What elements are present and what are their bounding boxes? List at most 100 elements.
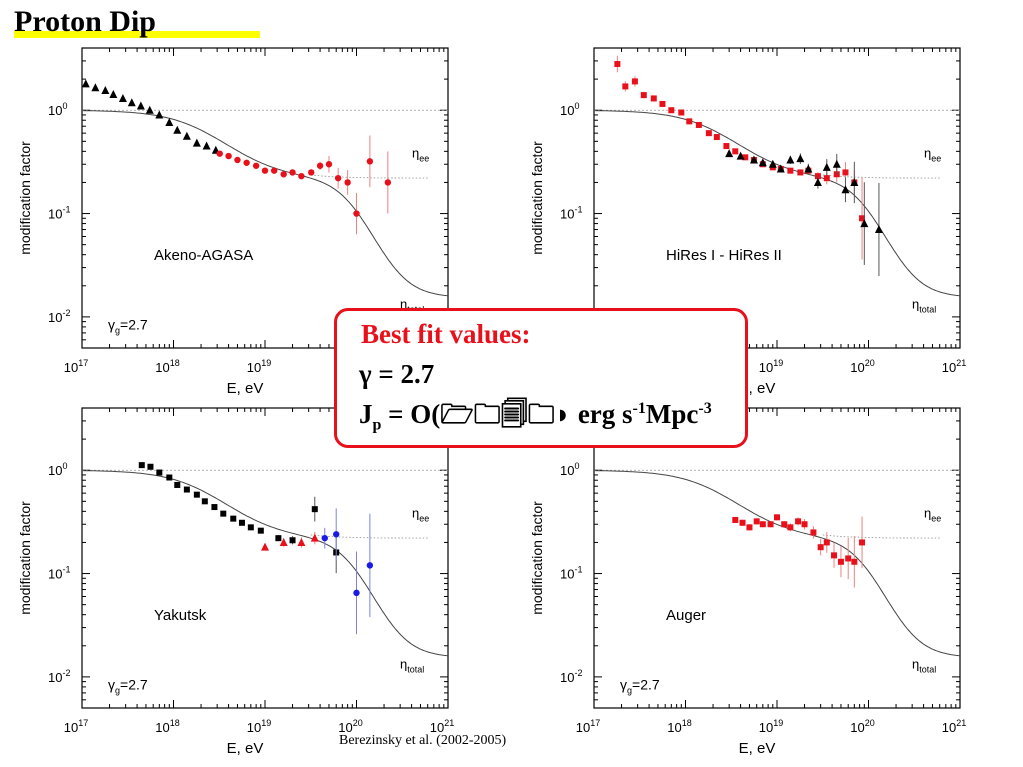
eta-total-curve (82, 470, 449, 657)
data-point (192, 138, 201, 147)
jp-units: erg s (571, 399, 633, 429)
data-point (753, 518, 760, 525)
data-point (333, 531, 340, 538)
data-point (279, 537, 288, 546)
data-point (859, 215, 866, 222)
data-point (270, 167, 278, 174)
data-point (831, 552, 838, 559)
data-point (109, 89, 118, 98)
data-point (723, 143, 730, 150)
data-point (384, 179, 392, 186)
data-point (145, 105, 154, 114)
eta-ee-label: ηee (924, 145, 941, 163)
eta-total-curve (594, 470, 961, 657)
data-point (138, 462, 145, 469)
y-tick-label: 100 (560, 101, 579, 118)
data-point (366, 562, 374, 569)
eta-total-label: ηtotal (400, 657, 424, 675)
data-point (174, 481, 181, 488)
data-point (183, 486, 190, 493)
data-point (725, 149, 734, 158)
data-point (166, 474, 173, 481)
x-tick-label: 1019 (247, 358, 271, 375)
gamma-label: γg=2.7 (108, 316, 148, 335)
data-point (814, 173, 821, 180)
eta-ee-curve (822, 534, 942, 539)
x-tick-label: 1021 (942, 358, 966, 375)
data-point (261, 167, 269, 174)
data-point (732, 516, 739, 523)
data-point (797, 169, 804, 176)
data-point (325, 161, 333, 168)
data-point (298, 172, 305, 180)
jp-subscript: p (372, 416, 382, 434)
data-point (640, 92, 647, 99)
data-point (344, 179, 351, 186)
x-tick-label: 1021 (942, 718, 966, 735)
data-point (289, 537, 296, 544)
data-point (334, 174, 342, 182)
panel-label: Auger (666, 607, 706, 624)
data-point (211, 504, 218, 511)
y-tick-label: 10-2 (48, 668, 70, 685)
x-tick-label: 1020 (338, 718, 362, 735)
x-tick-label: 1020 (850, 718, 874, 735)
y-axis-label: modification factor (17, 501, 33, 615)
data-point (795, 518, 802, 525)
data-point (289, 169, 296, 176)
eta-ee-label: ηee (412, 505, 429, 523)
fit-gamma-value: γ = 2.7 (359, 359, 435, 389)
data-point (353, 589, 360, 597)
data-point (308, 169, 315, 176)
plot-frame (81, 407, 449, 709)
data-point (713, 134, 720, 141)
x-tick-label: 1017 (64, 358, 88, 375)
data-point (859, 539, 866, 546)
y-tick-label: 10-1 (560, 565, 582, 582)
data-point (614, 61, 621, 68)
data-point (91, 83, 100, 92)
data-point (155, 110, 164, 119)
data-point (321, 534, 328, 542)
data-point (860, 219, 869, 228)
data-point (768, 159, 777, 168)
data-point (316, 162, 324, 169)
data-point (353, 210, 360, 217)
jp-sup-2: -3 (698, 400, 712, 417)
eta-total-label: ηtotal (912, 657, 936, 675)
x-tick-label: 1019 (759, 358, 783, 375)
y-tick-label: 10-1 (48, 565, 70, 582)
data-point (742, 154, 749, 161)
eta-ee-label: ηee (412, 145, 429, 163)
slide-title: Proton Dip (14, 5, 156, 38)
data-point (257, 527, 264, 534)
data-point (201, 498, 208, 505)
data-point (101, 86, 110, 95)
y-tick-label: 10-2 (48, 308, 70, 325)
x-axis-label: E, eV (739, 740, 776, 757)
data-point (147, 463, 154, 470)
data-point (804, 164, 813, 173)
data-point (787, 167, 794, 174)
data-point (736, 151, 745, 160)
data-point (280, 171, 287, 178)
data-point (156, 469, 163, 476)
y-axis-label: modification factor (529, 141, 545, 255)
data-point (822, 162, 831, 171)
citation: Berezinsky et al. (2002-2005) (339, 733, 507, 748)
data-point (230, 515, 237, 522)
data-point (801, 521, 808, 528)
x-tick-label: 1021 (430, 718, 454, 735)
panel-label: HiRes I - HiRes II (666, 247, 782, 264)
data-point (874, 225, 883, 234)
y-axis-label: modification factor (17, 141, 33, 255)
data-point (851, 558, 858, 565)
x-tick-label: 1018 (155, 358, 179, 375)
data-point (786, 155, 795, 164)
eta-total-label: ηtotal (912, 297, 936, 315)
data-point (739, 519, 746, 526)
data-point (173, 125, 182, 134)
data-point (216, 150, 223, 157)
